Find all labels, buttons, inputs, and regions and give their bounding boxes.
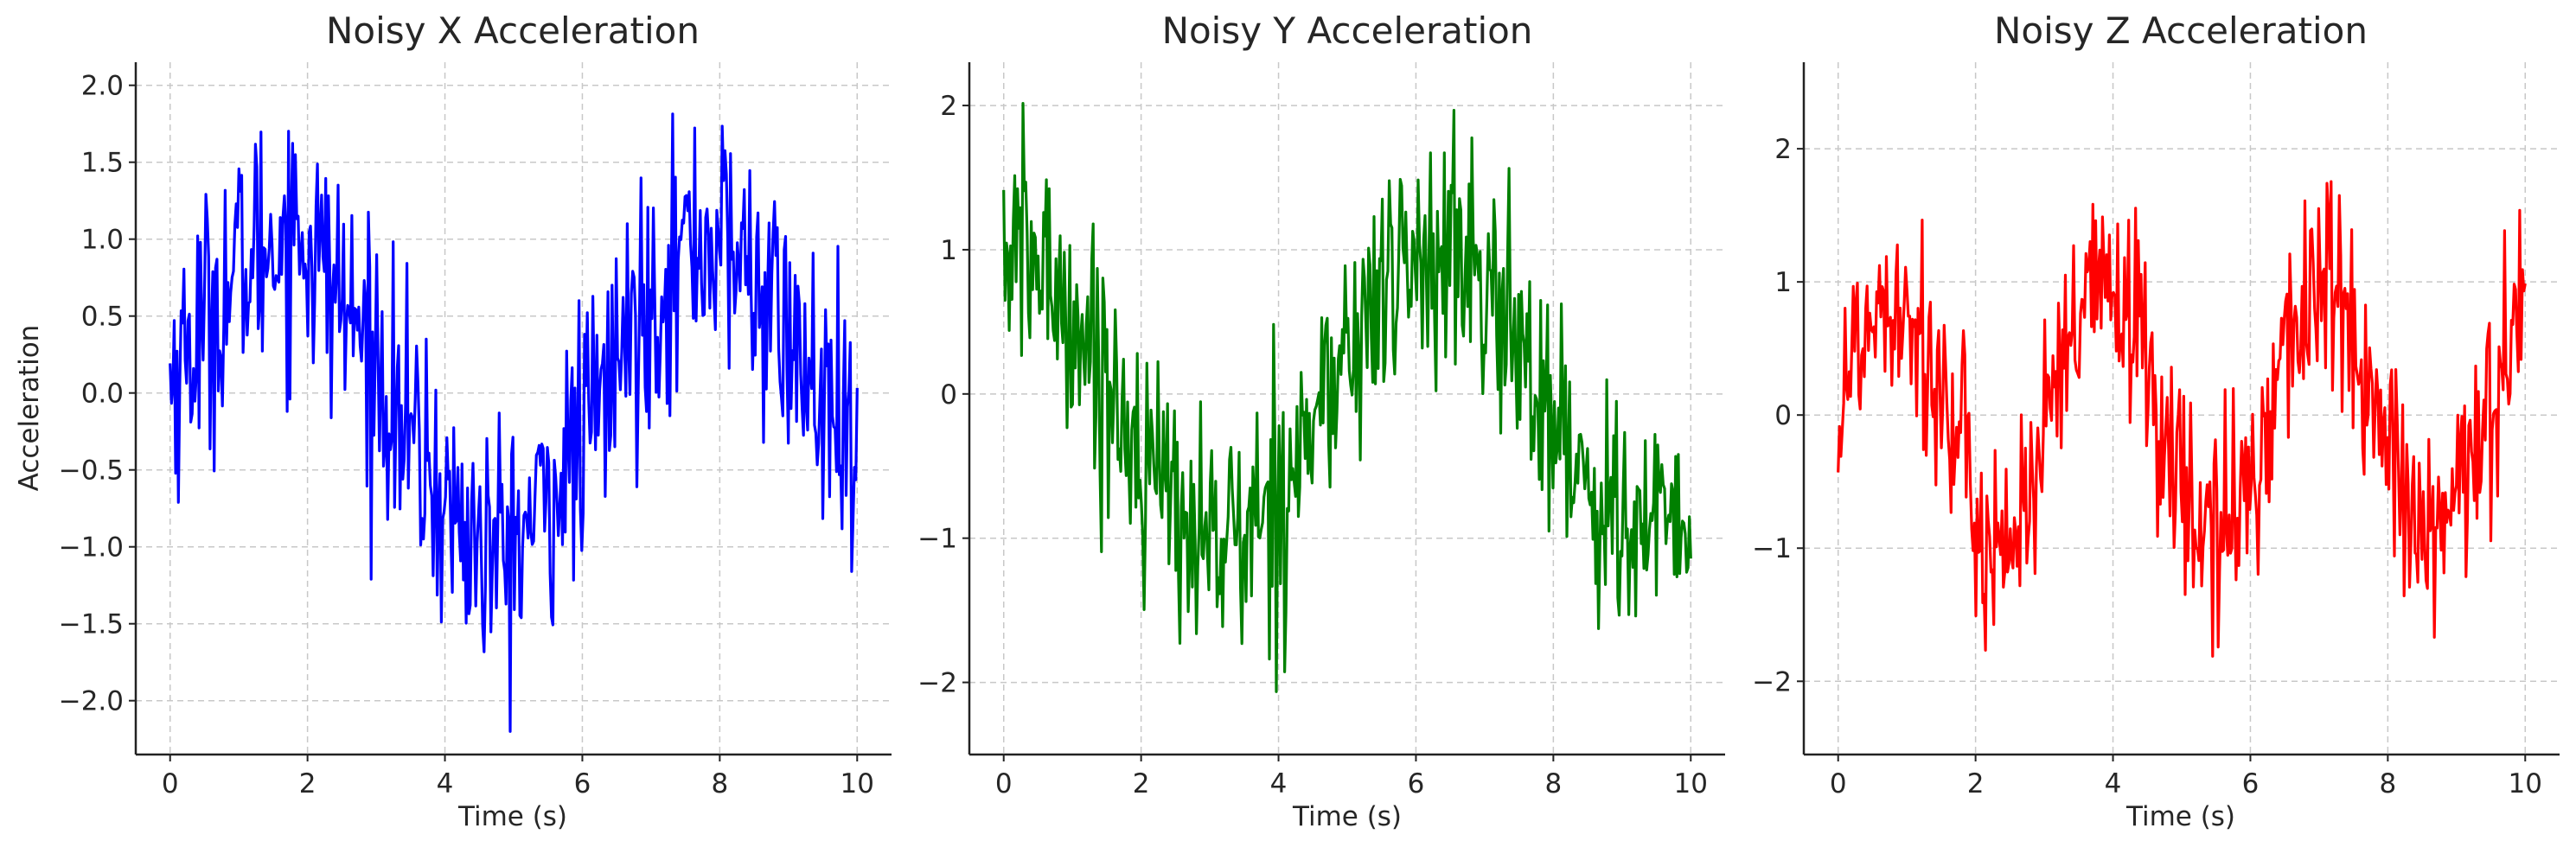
y-tick-label: 1.0: [81, 225, 124, 256]
panel-x: Noisy X Acceleration 0 2 4 6 8 10 −2.0 −1.5 −1.0…: [14, 10, 892, 832]
tick-labels: 0 2 4 6 8 10 −2.0 −1.5 −1.0 −0.5 0.0 0.5 1.0 1.5 2.0: [59, 71, 874, 799]
y-tick-label: 2: [940, 91, 957, 122]
y-tick-label: 1.5: [81, 148, 124, 179]
plot-area: [169, 112, 859, 733]
x-axis-label: Time (s): [1292, 801, 1402, 832]
x-axis-label: Time (s): [457, 801, 567, 832]
axes: [1797, 62, 2560, 761]
x-axis-label: Time (s): [2125, 801, 2235, 832]
chart-title: Noisy Z Acceleration: [1994, 10, 2368, 52]
x-tick-label: 2: [1133, 768, 1150, 799]
plot-area: [1837, 180, 2527, 658]
x-tick-label: 0: [995, 768, 1013, 799]
grid: [136, 62, 892, 755]
y-axis-label: Acceleration: [14, 325, 45, 492]
x-tick-label: 10: [841, 768, 874, 799]
x-tick-label: 2: [1967, 768, 1985, 799]
chart-title: Noisy Y Acceleration: [1162, 10, 1533, 52]
y-tick-label: −1.0: [59, 532, 124, 564]
y-tick-label: −1: [1752, 533, 1792, 564]
series-line: [169, 112, 859, 733]
grid: [1804, 62, 2560, 755]
y-tick-label: −2: [917, 668, 957, 699]
axes: [129, 62, 892, 761]
y-tick-label: −0.5: [59, 455, 124, 487]
x-tick-label: 4: [437, 768, 454, 799]
x-tick-label: 8: [1544, 768, 1562, 799]
x-tick-label: 2: [299, 768, 316, 799]
panel-y: Noisy Y Acceleration 0 2 4 6 8 10 −2 −1 0 1 2 Time…: [917, 10, 1725, 832]
y-tick-label: 1: [940, 235, 957, 266]
x-tick-label: 4: [1270, 768, 1288, 799]
series-line: [1002, 101, 1692, 693]
y-tick-label: 2.0: [81, 71, 124, 102]
panel-z: Noisy Z Acceleration 0 2 4 6 8 10 −2 −1 0 1 2 Time…: [1752, 10, 2560, 832]
tick-labels: 0 2 4 6 8 10 −2 −1 0 1 2: [1752, 134, 2542, 799]
y-tick-label: 0: [940, 379, 957, 411]
series-line: [1837, 180, 2527, 658]
y-tick-label: 0: [1774, 400, 1792, 431]
plot-area: [1002, 101, 1692, 693]
y-tick-label: 0.0: [81, 379, 124, 410]
y-tick-label: −2: [1752, 666, 1792, 697]
x-tick-label: 8: [711, 768, 728, 799]
y-tick-label: 0.5: [81, 302, 124, 333]
grid: [969, 62, 1725, 755]
y-tick-label: −1.5: [59, 609, 124, 640]
tick-labels: 0 2 4 6 8 10 −2 −1 0 1 2: [917, 91, 1708, 799]
x-tick-label: 0: [1830, 768, 1847, 799]
x-tick-label: 6: [574, 768, 591, 799]
x-tick-label: 6: [2242, 768, 2260, 799]
x-tick-label: 6: [1408, 768, 1425, 799]
x-tick-label: 10: [2509, 768, 2542, 799]
x-tick-label: 0: [162, 768, 179, 799]
y-tick-label: 1: [1774, 267, 1792, 298]
chart-title: Noisy X Acceleration: [326, 10, 700, 52]
x-tick-label: 10: [1674, 768, 1708, 799]
axes: [962, 62, 1725, 761]
x-tick-label: 8: [2379, 768, 2396, 799]
y-tick-label: 2: [1774, 134, 1792, 165]
x-tick-label: 4: [2105, 768, 2122, 799]
y-tick-label: −1: [917, 524, 957, 555]
y-tick-label: −2.0: [59, 686, 124, 717]
